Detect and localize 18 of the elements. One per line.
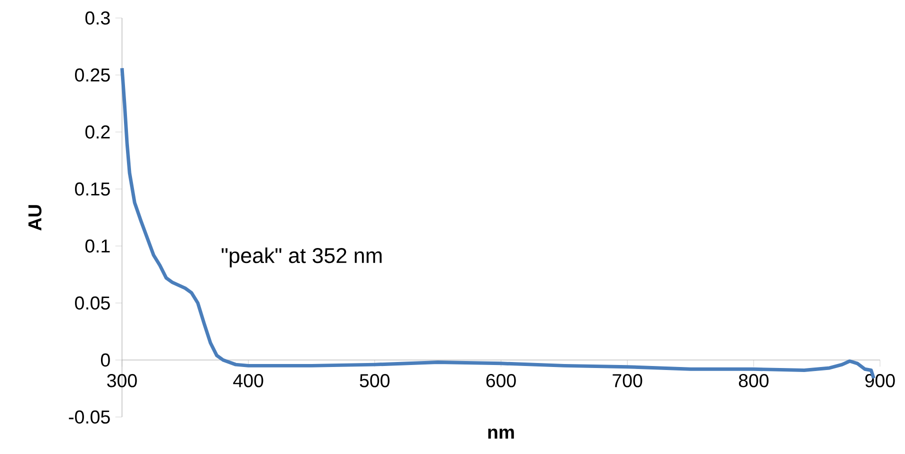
x-tick-label: 300 — [107, 374, 137, 388]
x-tick-label: 500 — [360, 374, 390, 388]
x-tick-label: 700 — [612, 374, 642, 388]
y-tick-label: 0.25 — [75, 68, 110, 82]
y-axis-title: AU — [28, 205, 42, 231]
y-tick-label: -0.05 — [68, 410, 110, 424]
y-tick-label: 0 — [100, 353, 110, 367]
y-tick-label: 0.1 — [85, 239, 110, 253]
x-tick-label: 800 — [738, 374, 769, 388]
x-tick-label: 400 — [233, 374, 264, 388]
x-axis-title: nm — [488, 428, 514, 439]
x-tick-label: 900 — [865, 374, 895, 388]
y-tick-label: 0.15 — [75, 182, 110, 196]
y-tick-label: 0.3 — [85, 11, 110, 25]
x-tick-label: 600 — [486, 374, 516, 388]
y-tick-label: 0.2 — [85, 125, 110, 139]
y-tick-label: 0.05 — [75, 296, 110, 310]
annotation: "peak" at 352 nm — [222, 247, 382, 268]
